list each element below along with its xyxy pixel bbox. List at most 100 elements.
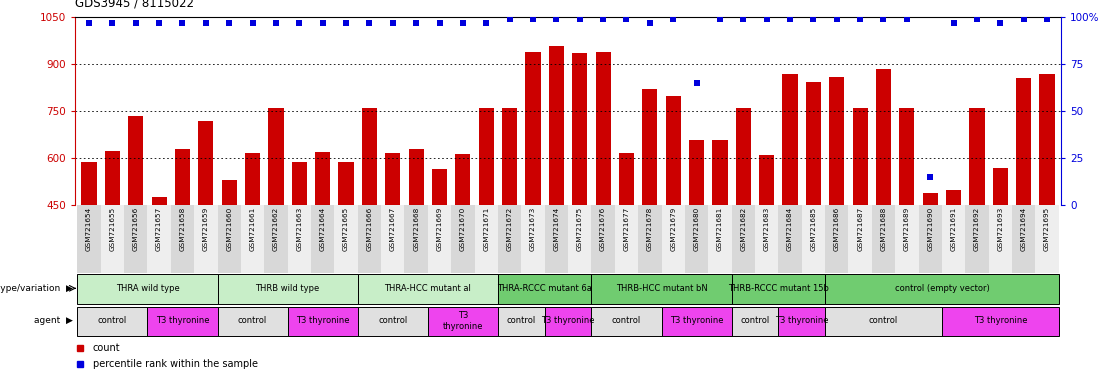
- Bar: [591, 274, 731, 304]
- Bar: [731, 274, 825, 304]
- Bar: [779, 205, 802, 273]
- Text: control (empty vector): control (empty vector): [895, 284, 989, 293]
- Bar: [1016, 78, 1031, 346]
- Bar: [596, 52, 611, 346]
- Bar: [151, 197, 167, 346]
- Bar: [428, 205, 451, 273]
- Bar: [315, 152, 330, 346]
- Bar: [432, 169, 447, 346]
- Bar: [988, 205, 1013, 273]
- Text: GSM721668: GSM721668: [414, 207, 419, 251]
- Bar: [82, 162, 97, 346]
- Bar: [240, 205, 265, 273]
- Text: GSM721691: GSM721691: [951, 207, 956, 251]
- Text: GSM721693: GSM721693: [997, 207, 1004, 251]
- Text: agent  ▶: agent ▶: [34, 316, 73, 326]
- Bar: [825, 274, 1059, 304]
- Text: T3 thyronine: T3 thyronine: [974, 316, 1027, 326]
- Text: GSM721678: GSM721678: [646, 207, 653, 251]
- Bar: [497, 205, 522, 273]
- Text: GSM721658: GSM721658: [180, 207, 185, 251]
- Text: THRB-RCCC mutant 15b: THRB-RCCC mutant 15b: [728, 284, 828, 293]
- Bar: [754, 205, 779, 273]
- Text: GSM721654: GSM721654: [86, 207, 92, 251]
- Text: GSM721674: GSM721674: [554, 207, 559, 251]
- Bar: [922, 193, 938, 346]
- Text: control: control: [378, 316, 407, 326]
- Text: T3 thyronine: T3 thyronine: [542, 316, 595, 326]
- Text: GSM721676: GSM721676: [600, 207, 606, 251]
- Text: GSM721679: GSM721679: [671, 207, 676, 251]
- Text: GSM721681: GSM721681: [717, 207, 722, 251]
- Bar: [572, 53, 587, 346]
- Bar: [549, 45, 564, 346]
- Bar: [497, 307, 545, 336]
- Bar: [736, 108, 751, 346]
- Text: GSM721667: GSM721667: [389, 207, 396, 251]
- Text: GSM721688: GSM721688: [880, 207, 887, 251]
- Bar: [385, 153, 400, 346]
- Bar: [479, 108, 494, 346]
- Bar: [619, 153, 634, 346]
- Bar: [128, 116, 143, 346]
- Bar: [77, 274, 217, 304]
- Text: GSM721683: GSM721683: [763, 207, 770, 251]
- Text: THRA-HCC mutant al: THRA-HCC mutant al: [385, 284, 471, 293]
- Bar: [825, 205, 848, 273]
- Bar: [408, 149, 424, 346]
- Bar: [288, 205, 311, 273]
- Text: GSM721684: GSM721684: [788, 207, 793, 251]
- Text: GSM721682: GSM721682: [740, 207, 747, 251]
- Text: GSM721680: GSM721680: [694, 207, 699, 251]
- Text: GSM721663: GSM721663: [297, 207, 302, 251]
- Bar: [77, 205, 100, 273]
- Bar: [148, 205, 171, 273]
- Bar: [222, 180, 237, 346]
- Text: T3 thyronine: T3 thyronine: [775, 316, 828, 326]
- Bar: [100, 205, 124, 273]
- Bar: [105, 151, 120, 346]
- Text: GSM721662: GSM721662: [272, 207, 279, 251]
- Text: count: count: [93, 343, 120, 353]
- Text: GSM721656: GSM721656: [132, 207, 139, 251]
- Bar: [148, 307, 217, 336]
- Bar: [497, 274, 591, 304]
- Bar: [428, 307, 497, 336]
- Text: control: control: [740, 316, 770, 326]
- Bar: [871, 205, 896, 273]
- Bar: [993, 168, 1008, 346]
- Text: T3 thyronine: T3 thyronine: [670, 316, 724, 326]
- Bar: [362, 108, 377, 346]
- Text: GSM721687: GSM721687: [857, 207, 864, 251]
- Bar: [288, 307, 357, 336]
- Bar: [175, 149, 190, 346]
- Bar: [456, 154, 471, 346]
- Bar: [759, 155, 774, 346]
- Bar: [825, 307, 942, 336]
- Bar: [1039, 74, 1054, 346]
- Bar: [522, 205, 545, 273]
- Bar: [357, 307, 428, 336]
- Text: GSM721669: GSM721669: [437, 207, 442, 251]
- Bar: [802, 205, 825, 273]
- Text: T3 thyronine: T3 thyronine: [296, 316, 350, 326]
- Text: GDS3945 / 8115022: GDS3945 / 8115022: [75, 0, 194, 10]
- Bar: [171, 205, 194, 273]
- Bar: [829, 77, 845, 346]
- Bar: [339, 162, 354, 346]
- Text: GSM721659: GSM721659: [203, 207, 208, 251]
- Text: T3 thyronine: T3 thyronine: [156, 316, 210, 326]
- Text: GSM721661: GSM721661: [249, 207, 256, 251]
- Bar: [194, 205, 217, 273]
- Bar: [591, 307, 662, 336]
- Text: GSM721695: GSM721695: [1045, 207, 1050, 251]
- Bar: [502, 108, 517, 346]
- Bar: [942, 205, 965, 273]
- Bar: [382, 205, 405, 273]
- Text: GSM721689: GSM721689: [903, 207, 910, 251]
- Bar: [685, 205, 708, 273]
- Text: GSM721672: GSM721672: [506, 207, 513, 251]
- Bar: [451, 205, 474, 273]
- Bar: [77, 307, 148, 336]
- Bar: [545, 307, 591, 336]
